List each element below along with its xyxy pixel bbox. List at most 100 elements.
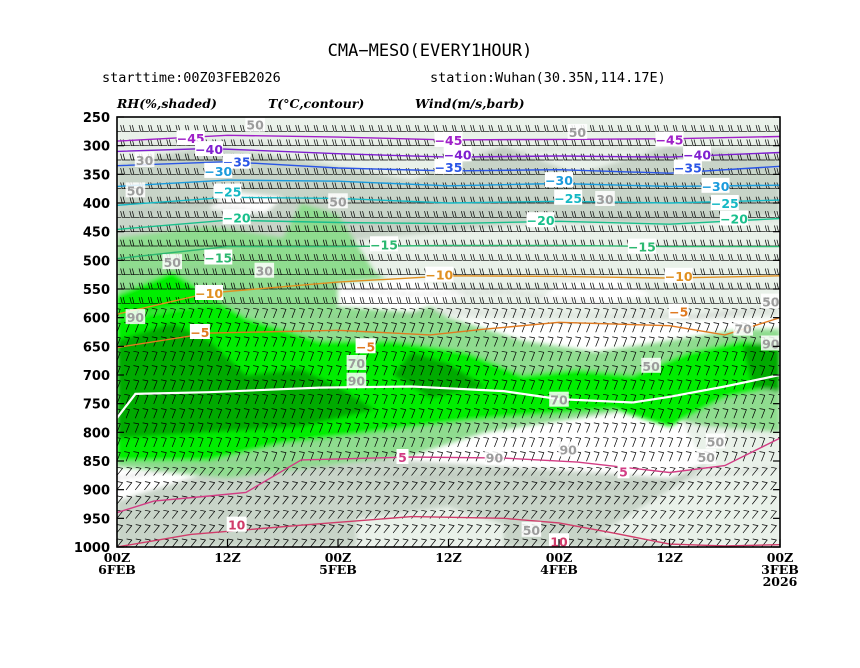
rh-label: 90	[127, 310, 145, 325]
y-tick-label: 450	[83, 226, 110, 241]
x-tick-label: 00Z	[325, 550, 352, 565]
temperature-label: −25	[214, 185, 242, 200]
temperature-label-bg	[545, 172, 573, 188]
temperature-label: −15	[628, 240, 656, 255]
rh-label-bg	[641, 357, 661, 373]
rh-label: 70	[348, 356, 366, 371]
temperature-contour-minus15	[117, 244, 780, 260]
rh-label-bg	[761, 293, 780, 309]
rh-contour-1	[117, 202, 780, 227]
temperature-label: −10	[425, 268, 453, 283]
y-tick-label: 300	[83, 140, 110, 155]
temperature-label-bg	[195, 285, 224, 300]
temperature-label: −40	[683, 147, 711, 162]
temperature-label-bg	[720, 210, 748, 226]
temperature-label: −20	[527, 213, 555, 228]
y-tick-label: 900	[83, 484, 110, 499]
temperature-label: −45	[656, 132, 684, 147]
contour-labels: 5030505050305030907090505070907090905050…	[125, 117, 780, 547]
y-tick-label: 1000	[74, 541, 110, 556]
wind-field-label: Wind(m/s,barb)	[415, 96, 525, 111]
x-tick-label: 00Z	[104, 550, 131, 565]
temperature-label: −40	[444, 147, 472, 162]
temperature-label: −20	[223, 210, 251, 225]
temperature-label-bg	[701, 177, 730, 193]
y-tick-label: 500	[83, 254, 110, 269]
plot-area: 5030505050305030907090505070907090905050…	[117, 117, 780, 547]
y-tick-label: 800	[83, 426, 110, 441]
temperature-label: −5	[190, 325, 209, 340]
rh-field-label: RH(%,shaded)	[116, 96, 217, 111]
temperature-label: −5	[669, 304, 688, 319]
rh-label-bg	[254, 262, 275, 278]
rh-contour-0	[117, 140, 780, 154]
temperature-label: −35	[435, 160, 463, 175]
temperature-label-bg	[226, 516, 247, 532]
temperature-label-bg	[617, 463, 630, 479]
temperature-label: 5	[619, 464, 628, 479]
temperature-label-bg	[627, 238, 656, 254]
rh-contour-3	[117, 302, 780, 320]
x-tick-label: 00Z	[767, 550, 794, 565]
rh-label: 30	[256, 264, 274, 279]
rh-label: 50	[523, 523, 541, 538]
temperature-label-bg	[554, 189, 583, 205]
station-label: station:Wuhan(30.35N,114.17E)	[430, 70, 666, 86]
temperature-label: −15	[370, 237, 398, 252]
temperature-label-bg	[443, 146, 472, 162]
x-tick-label: 3FEB	[761, 562, 799, 577]
temperature-label-bg	[434, 131, 463, 147]
x-tick-label: 2026	[763, 574, 798, 589]
temperature-label-bg	[204, 162, 233, 178]
rh-label-bg	[162, 254, 182, 270]
rh-label-bg	[521, 521, 542, 537]
y-tick-label: 950	[83, 512, 110, 527]
temperature-label-bg	[526, 212, 555, 228]
y-tick-label: 750	[83, 398, 110, 413]
rh-label-bg	[134, 152, 155, 167]
rh-label: 70	[550, 393, 568, 408]
chart-title: CMA−MESO(EVERY1HOUR)	[328, 41, 533, 61]
rh-label-bg	[328, 193, 348, 209]
temperature-label: −5	[356, 339, 375, 354]
temperature-contour-minus30	[117, 179, 780, 188]
temperature-field-label: T(°C,contour)	[268, 96, 364, 111]
rh-label: 90	[348, 374, 366, 389]
temperature-label-bg	[222, 209, 251, 225]
rh-label-bg	[696, 449, 717, 464]
rh-label: 90	[486, 451, 504, 466]
rh-label: 50	[164, 255, 182, 270]
rh-region-7	[117, 323, 375, 439]
x-tick-label: 4FEB	[540, 562, 578, 577]
temperature-label: −25	[554, 191, 582, 206]
rh-region-14	[540, 277, 652, 307]
rh-label-bg	[733, 320, 753, 336]
temperature-label-bg	[664, 267, 693, 283]
temperature-label-bg	[425, 266, 454, 282]
x-tick-label: 12Z	[435, 550, 462, 565]
rh-label-bg	[125, 182, 146, 198]
rh-label-bg	[567, 123, 588, 139]
temperature-label: −40	[195, 142, 223, 157]
rh-label-bg	[484, 449, 505, 465]
temperature-contour-minus5	[117, 317, 780, 349]
rh-label: 50	[569, 125, 587, 140]
rh-label-bg	[125, 309, 146, 325]
y-tick-label: 350	[83, 168, 110, 183]
x-tick-label: 5FEB	[319, 562, 357, 577]
rh-label: 90	[559, 443, 577, 458]
start-time-label: starttime:00Z03FEB2026	[102, 70, 281, 86]
temperature-label-bg	[655, 131, 684, 147]
y-tick-label: 400	[83, 197, 110, 212]
rh-label: 30	[136, 153, 154, 168]
y-tick-label: 250	[83, 111, 110, 126]
temperature-label-bg	[355, 338, 376, 354]
rh-region-9	[743, 340, 780, 393]
rh-label-bg	[705, 433, 726, 449]
rh-label-bg	[346, 372, 367, 388]
temperature-label-bg	[189, 324, 210, 339]
temperature-label: −20	[720, 212, 748, 227]
temperature-label: −30	[545, 173, 573, 188]
temperature-label: −15	[204, 251, 232, 266]
